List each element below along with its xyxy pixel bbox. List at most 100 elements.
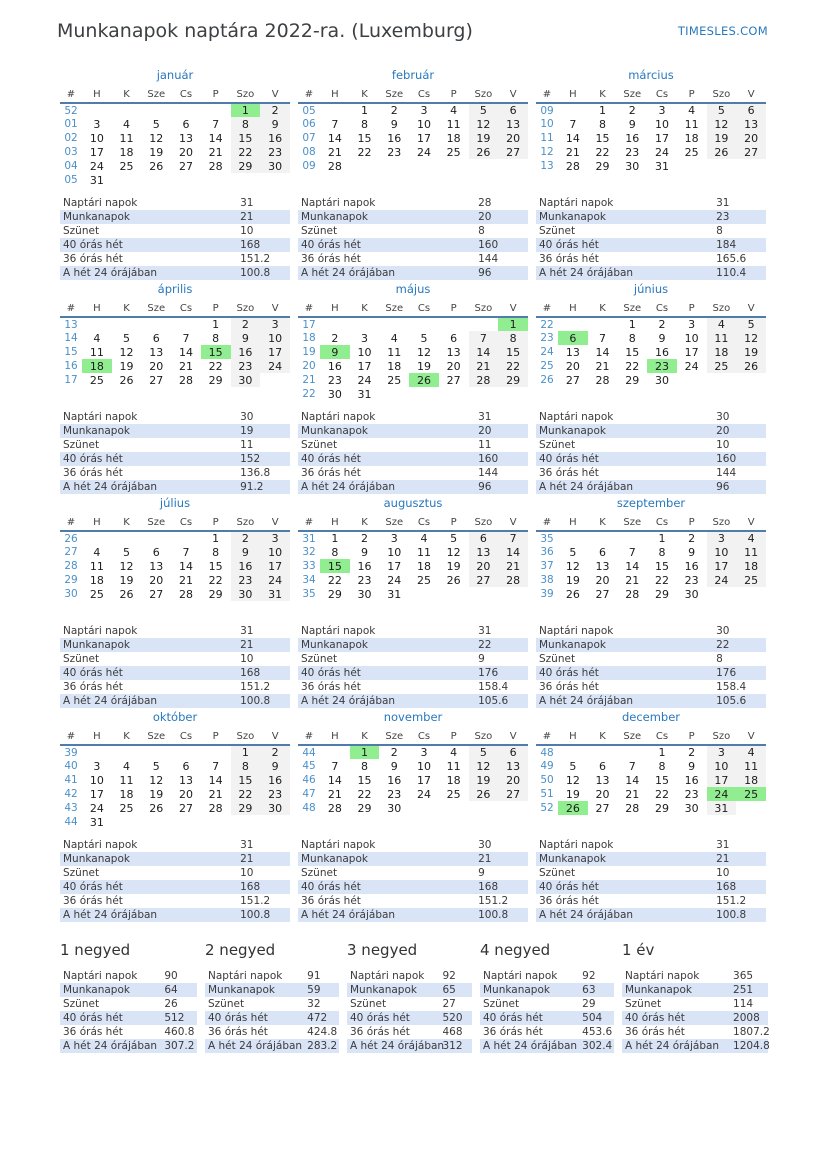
week-number: 14 <box>64 332 78 344</box>
stat-value: 30 <box>478 839 492 851</box>
week-row: 05 1 2 3 4 5 6 <box>298 103 528 117</box>
day-cell: 13 <box>178 773 193 787</box>
day-cell: 11 <box>89 559 104 573</box>
week-number: 29 <box>64 574 78 586</box>
day-cell: 10 <box>654 117 669 131</box>
stats-table: Naptári napok 31 Munkanapok 21 Szünet 10 40 ór… <box>60 624 290 708</box>
stat-row: Naptári napok 31 <box>536 838 766 852</box>
day-cell: 28 <box>178 587 193 601</box>
day-cell: 20 <box>498 131 528 145</box>
day-cell: 19 <box>468 773 499 787</box>
day-cell: 10 <box>357 345 372 359</box>
calendar-wrap: # H K Sze Cs P Szo V 22 1 2 3 4 5 23 6 7 8 9 10 11 12 24 13 14 15… <box>536 300 766 403</box>
stat-label: A hét 24 órájában <box>301 909 396 921</box>
calendar-wrap: # H K Sze Cs P Szo V 05 1 2 3 4 5 6 06 7 8 9 10 11 12 13 07 14 15… <box>298 86 528 189</box>
stat-value: 151.2 <box>240 681 271 693</box>
day-cell: 7 <box>599 331 607 345</box>
week-row: 39 26 27 28 29 30 <box>536 587 766 601</box>
day-cell: 18 <box>387 359 402 373</box>
stat-row: Naptári napok 30 <box>298 838 528 852</box>
stat-value: 512 <box>164 1012 185 1024</box>
day-cell: 20 <box>149 359 164 373</box>
day-cell: 1 <box>361 104 369 117</box>
day-cell: 18 <box>82 359 112 373</box>
stat-label: 40 órás hét <box>63 1012 123 1024</box>
weekday-header-row: # H K Sze Cs P Szo V <box>60 514 290 532</box>
stat-value: 160 <box>716 453 737 465</box>
day-cell-empty <box>617 531 647 545</box>
day-cell: 14 <box>625 559 640 573</box>
weekday-header: K <box>587 514 618 532</box>
day-cell-empty <box>469 587 499 601</box>
day-cell-empty <box>260 173 290 187</box>
week-row: 33 15 16 17 18 19 20 21 <box>298 559 528 573</box>
day-cell: 8 <box>599 117 607 131</box>
weekday-header-row: # H K Sze Cs P Szo V <box>536 300 766 318</box>
day-cell: 16 <box>327 359 342 373</box>
day-cell: 13 <box>468 545 499 559</box>
day-cell: 5 <box>152 117 160 131</box>
stat-row: 40 órás hét 168 <box>298 880 528 894</box>
week-row: 35 1 2 3 4 <box>536 531 766 545</box>
day-cell: 1 <box>212 532 220 545</box>
stats-table: Naptári napok 92 Munkanapok 63 Szünet 29 40 ór… <box>480 969 614 1053</box>
day-cell: 17 <box>706 773 737 787</box>
day-cell: 14 <box>595 345 610 359</box>
day-cell: 20 <box>498 773 528 787</box>
weekday-header: V <box>736 300 766 318</box>
brand-link[interactable]: TIMESLES.COM <box>677 24 768 38</box>
day-cell: 16 <box>684 559 699 573</box>
day-cell-empty <box>379 317 409 331</box>
weekday-header: P <box>200 86 231 104</box>
day-cell-empty <box>558 531 588 545</box>
day-cell: 27 <box>498 787 528 801</box>
stat-value: 8 <box>478 225 485 237</box>
day-cell: 25 <box>736 573 766 587</box>
stat-row: Szünet 9 <box>298 866 528 880</box>
day-cell: 18 <box>684 131 699 145</box>
day-cell: 4 <box>93 331 101 345</box>
calendar-table: # H K Sze Cs P Szo V 09 1 2 3 4 5 6 10 7 8 9 10 11 12 13 11 14 15… <box>536 86 766 173</box>
day-cell-empty <box>201 745 231 759</box>
weekday-header: K <box>111 728 142 746</box>
stat-label: 40 órás hét <box>539 453 599 465</box>
stat-row: Szünet 10 <box>60 866 290 880</box>
stat-row: 40 órás hét 160 <box>298 238 528 252</box>
day-cell: 3 <box>706 531 737 545</box>
calendar-table: # H K Sze Cs P Szo V 22 1 2 3 4 5 23 6 7 8 9 10 11 12 24 13 14 15… <box>536 300 766 387</box>
day-cell: 27 <box>149 373 164 387</box>
weekday-header-row: # H K Sze Cs P Szo V <box>298 300 528 318</box>
day-cell-empty <box>736 159 766 173</box>
stats-table: Naptári napok 365 Munkanapok 251 Szünet 114 40… <box>622 969 770 1053</box>
day-cell-empty <box>350 159 380 173</box>
week-number: 01 <box>64 118 78 130</box>
stat-row: Naptári napok 31 <box>298 624 528 638</box>
weekday-header: Cs <box>647 300 677 318</box>
stat-row: 36 órás hét 460.8 <box>60 1025 197 1039</box>
stat-label: Munkanapok <box>483 984 550 996</box>
day-cell: 28 <box>565 159 580 173</box>
day-cell: 25 <box>416 573 431 587</box>
week-row: 45 7 8 9 10 11 12 13 <box>298 759 528 773</box>
stat-value: 168 <box>240 239 261 251</box>
weekday-header: Sze <box>617 86 648 104</box>
stat-value: 151.2 <box>716 895 747 907</box>
stat-label: Naptári napok <box>301 197 376 209</box>
day-cell: 16 <box>625 131 640 145</box>
week-number: 17 <box>64 374 78 386</box>
day-cell-empty <box>677 373 707 387</box>
day-cell-empty <box>171 815 201 829</box>
day-cell: 23 <box>647 359 677 373</box>
stat-row: Szünet 10 <box>60 652 290 666</box>
day-cell: 4 <box>123 117 131 131</box>
day-cell: 20 <box>149 573 164 587</box>
stat-row: Naptári napok 31 <box>60 624 290 638</box>
day-cell: 17 <box>706 559 737 573</box>
day-cell: 6 <box>450 331 458 345</box>
week-number: 41 <box>64 774 78 786</box>
weekday-header: H <box>82 86 112 104</box>
day-cell-empty <box>409 317 439 331</box>
day-cell: 31 <box>387 587 402 601</box>
day-cell: 14 <box>178 559 193 573</box>
day-cell-empty <box>558 745 588 759</box>
